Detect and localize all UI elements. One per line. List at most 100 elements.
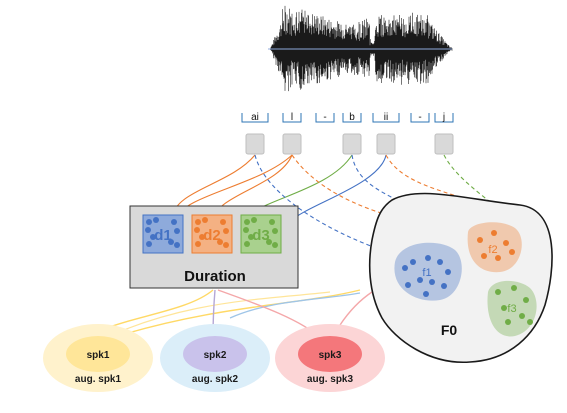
phoneme-bracket: [372, 113, 400, 123]
phoneme-token-boxes: [245, 133, 454, 155]
cluster-point: [223, 242, 229, 248]
phoneme-token-box: [376, 133, 396, 155]
cluster-point: [150, 234, 156, 240]
cluster-point: [481, 253, 487, 259]
cluster-point: [174, 228, 180, 234]
cluster-point: [501, 305, 507, 311]
cluster-point: [199, 234, 205, 240]
cluster-point: [405, 282, 411, 288]
cluster-point: [503, 240, 509, 246]
duration-cluster-label: d3: [252, 227, 270, 244]
edge-spk3-to-f0: [339, 291, 373, 326]
speaker-label: spk3: [319, 350, 342, 361]
phoneme-bracket: [282, 113, 302, 123]
f0-cluster-label: f2: [488, 244, 497, 256]
cluster-point: [511, 285, 517, 291]
speaker-label: spk2: [204, 350, 227, 361]
cluster-point: [269, 219, 275, 225]
phoneme-label: b: [349, 112, 355, 123]
cluster-point: [244, 241, 250, 247]
phoneme-bracket: [241, 113, 269, 123]
cluster-point: [217, 239, 223, 245]
duration-panel: d1 d2 d3 Duration: [129, 205, 299, 289]
speaker-3-group: spk3 aug. spk3: [275, 324, 385, 392]
aug-speaker-label: aug. spk2: [192, 374, 239, 385]
speaker-ellipse: [183, 336, 247, 372]
cluster-point: [223, 228, 229, 234]
connection-lines: [77, 154, 535, 351]
cluster-point: [402, 265, 408, 271]
aug-speaker-label: aug. spk1: [75, 374, 122, 385]
cluster-point: [441, 283, 447, 289]
speaker-2-group: spk2 aug. spk2: [160, 324, 270, 392]
duration-cluster-label: d2: [203, 227, 221, 244]
cluster-point: [477, 237, 483, 243]
cluster-point: [195, 241, 201, 247]
cluster-point: [146, 241, 152, 247]
cluster-point: [445, 269, 451, 275]
duration-clusters: d1 d2 d3: [142, 214, 282, 254]
cluster-point: [410, 259, 416, 265]
cluster-point: [220, 219, 226, 225]
cluster-point: [437, 259, 443, 265]
cluster-point: [171, 219, 177, 225]
cluster-point: [272, 242, 278, 248]
phoneme-label: ai: [251, 112, 259, 123]
cluster-point: [491, 230, 497, 236]
phoneme-token-box: [245, 133, 265, 155]
cluster-point: [272, 228, 278, 234]
f0-cluster-region: [467, 222, 522, 273]
phoneme-label: l: [291, 112, 293, 123]
cluster-point: [509, 249, 515, 255]
speaker-ellipse: [66, 336, 130, 372]
cluster-point: [505, 319, 511, 325]
phoneme-bracket: [342, 113, 362, 123]
f0-cluster-label: f3: [507, 303, 516, 315]
cluster-point: [202, 217, 208, 223]
cluster-point: [243, 227, 249, 233]
cluster-point: [195, 219, 201, 225]
cluster-point: [423, 291, 429, 297]
f0-title: F0: [441, 322, 458, 338]
speaker-ellipse: [298, 336, 362, 372]
f0-panel: f1 f2 f3 F0: [368, 192, 553, 363]
speaker-1-group: spk1 aug. spk1: [43, 324, 153, 392]
duration-cluster-label: d1: [154, 227, 172, 244]
cluster-point: [519, 313, 525, 319]
cluster-point: [168, 239, 174, 245]
phoneme-label: ii: [384, 112, 388, 123]
phoneme-token-box: [282, 133, 302, 155]
cluster-point: [523, 297, 529, 303]
cluster-point: [145, 227, 151, 233]
cluster-point: [174, 242, 180, 248]
phoneme-bracket: [434, 113, 454, 123]
duration-title: Duration: [184, 268, 246, 285]
cluster-point: [495, 289, 501, 295]
cluster-point: [153, 217, 159, 223]
edge-ai-to-f1: [254, 154, 406, 259]
cluster-point: [495, 255, 501, 261]
speaker-groups: spk1 aug. spk1 spk2 aug. spk2 spk3 aug. spk3: [43, 324, 385, 392]
phoneme-label: -: [323, 112, 326, 123]
cluster-point: [194, 227, 200, 233]
phoneme-token-box: [342, 133, 362, 155]
cluster-point: [146, 219, 152, 225]
cluster-point: [417, 277, 423, 283]
cluster-point: [244, 219, 250, 225]
f0-cluster-label: f1: [422, 267, 431, 279]
phoneme-label: -: [418, 112, 421, 123]
phoneme-token-box: [434, 133, 454, 155]
edge-ii-to-f2: [385, 154, 501, 233]
cluster-point: [527, 319, 533, 325]
edge-spk1-to-f0: [117, 289, 361, 337]
cluster-point: [251, 217, 257, 223]
f0-cluster-region: [487, 280, 537, 337]
cluster-point: [425, 255, 431, 261]
phoneme-labels: ai l - b ii - j: [241, 112, 454, 123]
phoneme-bracket: [315, 113, 335, 123]
phoneme-bracket: [410, 113, 430, 123]
cluster-point: [266, 239, 272, 245]
f0-clusters: f1 f2 f3: [394, 222, 537, 337]
aug-speaker-label: aug. spk3: [307, 374, 354, 385]
